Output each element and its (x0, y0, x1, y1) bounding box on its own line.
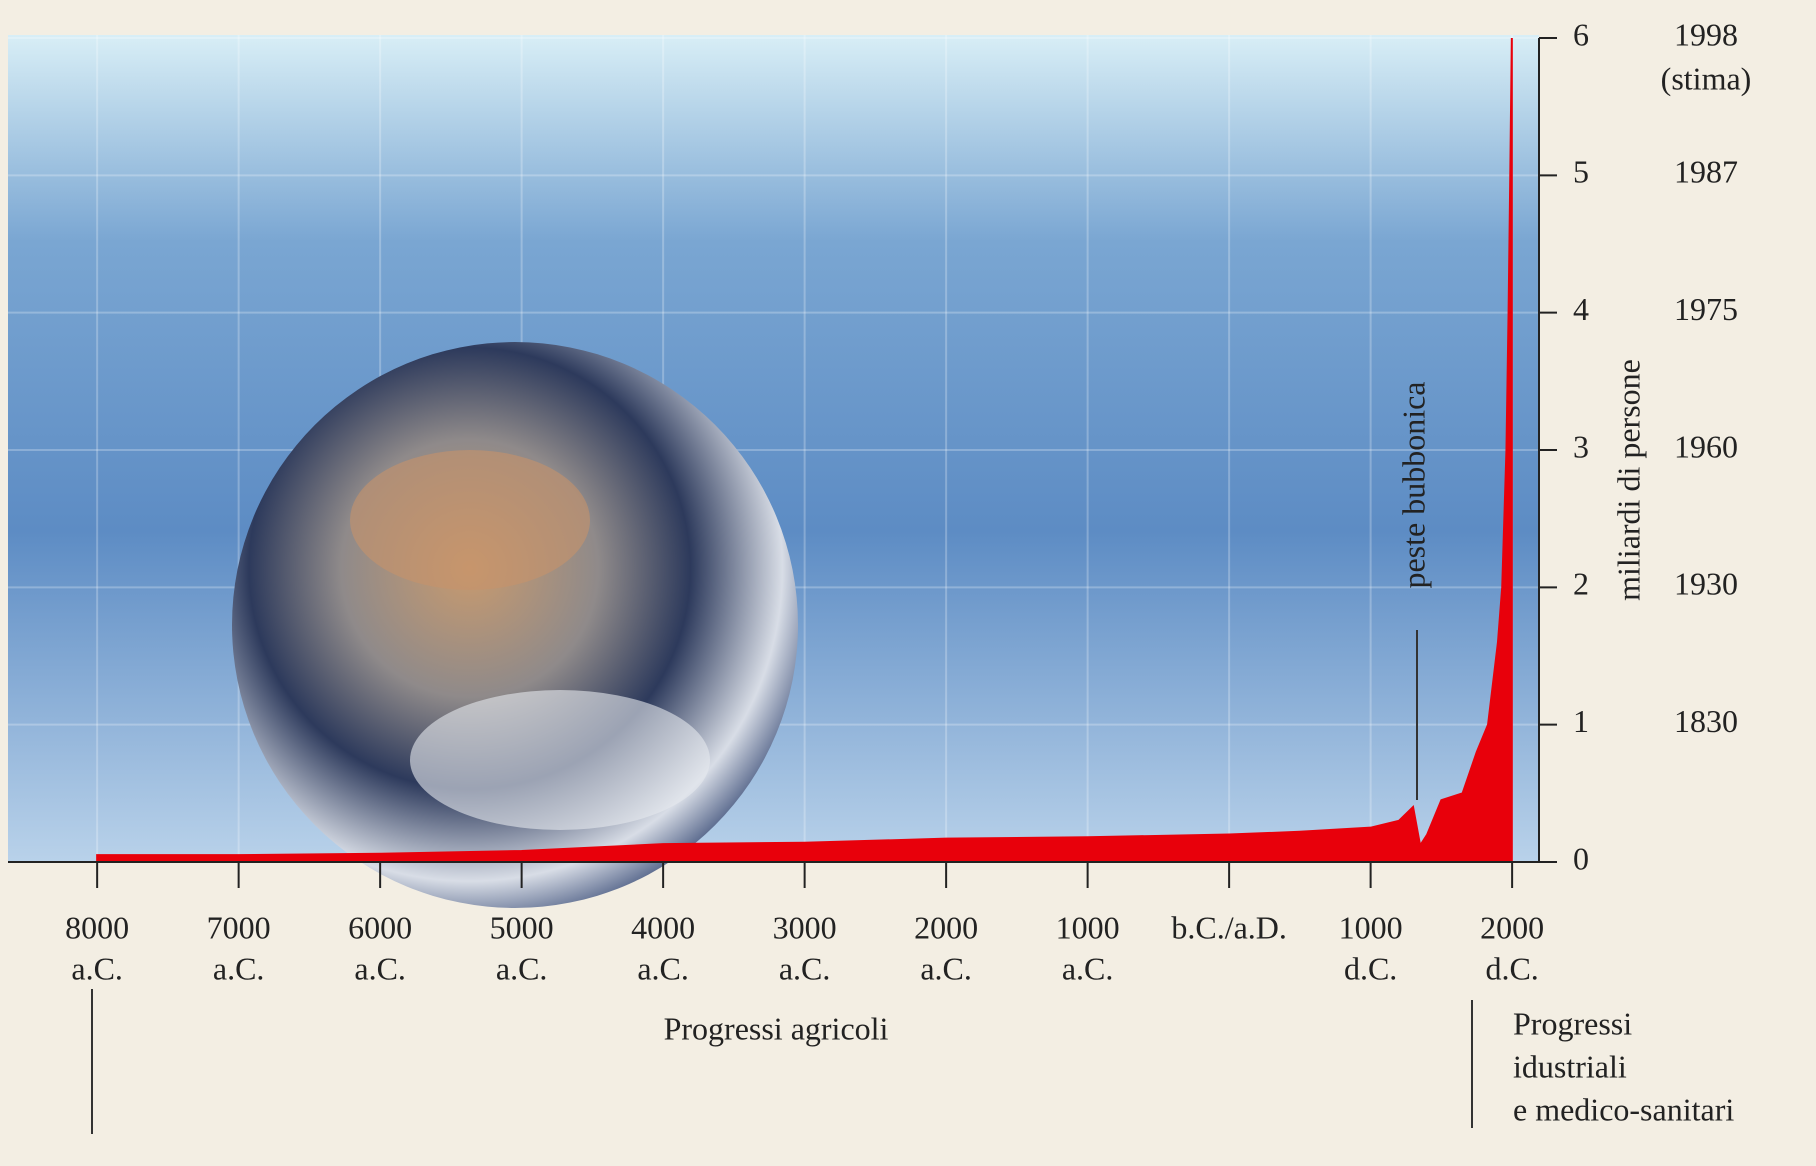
y-tick-label: 1 (1573, 703, 1589, 739)
x-tick-label: 1000 (1339, 909, 1403, 945)
estimate-note: (stima) (1661, 60, 1752, 96)
y-tick-label: 4 (1573, 291, 1589, 327)
plot: 0 1 2 3 4 5 6 1830 1930 1960 1975 1987 1998 8000 a.C. 7… (8, 16, 1738, 986)
era-label: idustriali (1513, 1048, 1627, 1084)
x-tick-label: 5000 (490, 909, 554, 945)
x-tick-label: 4000 (631, 909, 695, 945)
y-tick-label: 0 (1573, 840, 1589, 876)
era-label: Progressi agricoli (664, 1010, 889, 1046)
earth-continent (350, 450, 590, 590)
tick-year-label: 1930 (1674, 566, 1738, 602)
y-tick-label: 6 (1573, 16, 1589, 52)
x-tick-label: a.C. (779, 950, 831, 986)
x-tick-label: a.C. (213, 950, 265, 986)
era-label: Progressi (1513, 1005, 1632, 1041)
y-tick-label: 5 (1573, 154, 1589, 190)
x-tick-label: 2000 (1480, 909, 1544, 945)
x-tick-label: 3000 (773, 909, 837, 945)
era-label: e medico-sanitari (1513, 1091, 1734, 1127)
x-tick-label: 2000 (914, 909, 978, 945)
x-tick-label: a.C. (354, 950, 406, 986)
population-area (96, 37, 1513, 863)
x-tick-label: a.C. (920, 950, 972, 986)
tick-year-label: 1975 (1674, 291, 1738, 327)
tick-year-label: 1987 (1674, 154, 1738, 190)
tick-year-label: 1830 (1674, 703, 1738, 739)
x-tick-label: b.C./a.D. (1171, 909, 1287, 945)
x-tick-label: d.C. (1344, 950, 1397, 986)
x-tick-label: d.C. (1485, 950, 1538, 986)
x-tick-label: a.C. (496, 950, 548, 986)
y-tick-label: 3 (1573, 428, 1589, 464)
tick-year-label: 1960 (1674, 428, 1738, 464)
y-axis-label: miliardi di persone (1610, 359, 1646, 601)
x-tick-label: 7000 (207, 909, 271, 945)
earth-clouds (410, 690, 710, 830)
x-tick-label: a.C. (71, 950, 123, 986)
tick-year-label: 1998 (1674, 16, 1738, 52)
x-tick-label: a.C. (1062, 950, 1114, 986)
x-tick-label: 1000 (1056, 909, 1120, 945)
x-tick-label: a.C. (637, 950, 689, 986)
y-tick-label: 2 (1573, 566, 1589, 602)
x-tick-label: 6000 (348, 909, 412, 945)
x-tick-label: 8000 (65, 909, 129, 945)
plague-label: peste bubbonica (1395, 381, 1431, 588)
